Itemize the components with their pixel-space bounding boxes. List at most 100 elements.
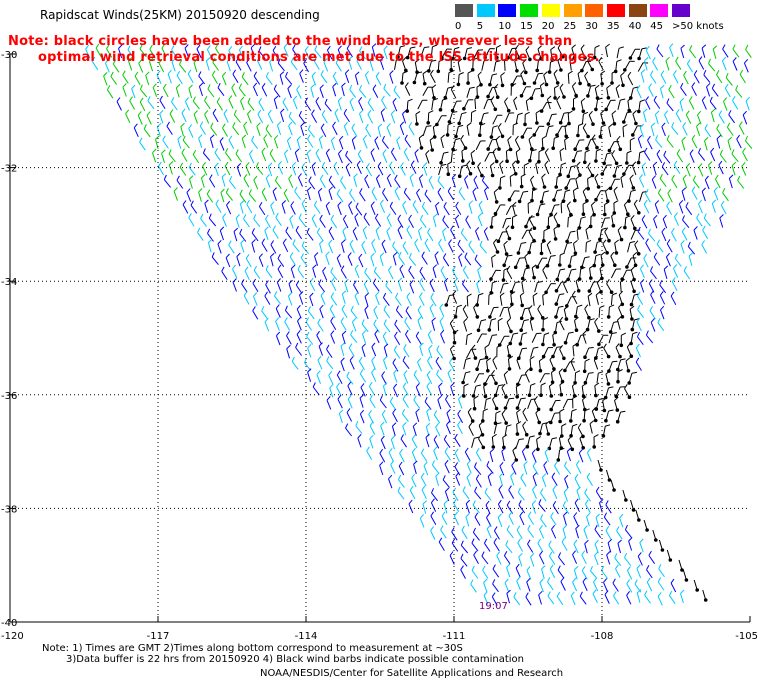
wind-barb <box>645 96 651 110</box>
wind-barb <box>580 44 587 60</box>
wind-barb <box>603 201 610 217</box>
wind-barb <box>544 160 550 175</box>
wind-barb <box>330 267 338 281</box>
wind-barb <box>267 109 274 124</box>
wind-barb <box>634 240 641 256</box>
wind-barb <box>346 43 354 58</box>
wind-barb <box>688 252 694 266</box>
wind-barb <box>716 124 723 138</box>
wind-barb <box>644 147 651 161</box>
wind-barb <box>436 369 444 383</box>
wind-barb <box>461 525 468 539</box>
wind-barb <box>650 70 657 84</box>
wind-barb <box>394 58 402 70</box>
wind-barb <box>422 70 428 86</box>
wind-barb <box>666 239 673 253</box>
wind-barb <box>571 290 578 305</box>
wind-barb <box>589 264 595 280</box>
wind-barb <box>528 227 536 243</box>
wind-barb <box>497 499 504 514</box>
wind-barb <box>571 82 578 98</box>
wind-barb <box>492 147 499 164</box>
wind-barb <box>344 69 350 83</box>
wind-barb <box>614 396 620 412</box>
wind-barb <box>431 317 436 331</box>
wind-barb <box>648 228 656 242</box>
wind-barb <box>529 88 541 101</box>
wind-barb <box>361 343 366 358</box>
wind-barb <box>396 136 401 150</box>
wind-barb <box>591 407 598 423</box>
wind-barb <box>472 527 480 541</box>
wind-barb <box>556 447 565 462</box>
wind-barb <box>659 173 667 187</box>
wind-barb <box>624 524 632 538</box>
legend-label: 30 <box>585 21 598 32</box>
wind-barb <box>656 149 663 164</box>
wind-barb <box>610 70 617 85</box>
wind-barb <box>343 121 349 136</box>
wind-barb <box>719 214 724 228</box>
wind-barb <box>297 264 305 278</box>
wind-barb <box>270 252 275 267</box>
wind-barb <box>616 526 623 540</box>
wind-barb <box>419 266 426 281</box>
wind-barb <box>404 316 411 331</box>
wind-barb <box>481 408 489 423</box>
wind-barb <box>704 175 710 190</box>
wind-barb <box>674 253 682 267</box>
wind-barb <box>306 227 314 241</box>
wind-barb <box>471 436 480 448</box>
wind-barb <box>145 71 150 86</box>
wind-barb <box>129 96 136 110</box>
wind-barb <box>562 500 570 515</box>
wind-barb <box>383 356 388 370</box>
wind-barb <box>630 318 640 332</box>
wind-barb <box>550 46 556 62</box>
wind-barb <box>582 408 590 423</box>
wind-barb <box>561 189 571 203</box>
wind-barb <box>548 540 555 554</box>
wind-barb <box>673 264 679 278</box>
wind-barb <box>429 278 435 293</box>
wind-barb <box>392 252 398 266</box>
wind-barb <box>294 148 300 163</box>
wind-barb <box>328 239 334 254</box>
wind-barb <box>709 96 717 110</box>
wind-barb <box>467 407 475 423</box>
wind-barb <box>431 488 438 502</box>
wind-barb <box>345 150 353 164</box>
wind-barb <box>643 199 650 214</box>
lat-tick-label: -40 <box>1 618 17 629</box>
wind-barb <box>666 98 674 112</box>
wind-barb <box>506 589 511 604</box>
wind-barb <box>258 253 264 267</box>
wind-barb <box>503 550 511 565</box>
wind-barb <box>361 319 369 333</box>
wind-barb <box>491 592 498 606</box>
wind-barb <box>337 394 343 409</box>
wind-barb <box>539 373 550 383</box>
wind-barb <box>422 125 432 137</box>
wind-barb <box>506 525 514 539</box>
wind-barb <box>442 253 450 267</box>
wind-barb <box>643 108 648 123</box>
wind-barb <box>316 330 322 345</box>
wind-barb <box>656 239 664 253</box>
wind-barb <box>618 290 625 307</box>
wind-barb <box>604 99 616 112</box>
wind-barb <box>627 241 636 253</box>
wind-barb <box>600 70 606 86</box>
wind-barb <box>539 382 546 398</box>
wind-barb <box>373 305 379 320</box>
wind-barb <box>341 82 346 97</box>
wind-barb <box>419 214 427 228</box>
wind-barb <box>295 225 303 240</box>
wind-barb <box>567 110 573 126</box>
wind-barb <box>408 252 417 266</box>
wind-barb <box>265 280 271 294</box>
wind-barb <box>636 331 644 345</box>
wind-barb <box>492 579 499 593</box>
wind-barb <box>671 277 678 291</box>
wind-barb <box>673 160 681 174</box>
